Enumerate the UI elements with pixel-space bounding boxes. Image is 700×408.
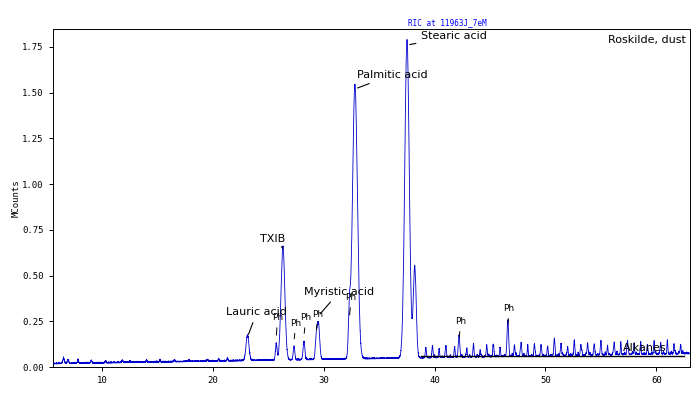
Text: Ph: Ph [455, 317, 466, 337]
Text: Ph: Ph [346, 293, 356, 315]
Text: Ph: Ph [290, 319, 301, 339]
Text: Palmitic acid: Palmitic acid [357, 70, 428, 88]
Text: Alkanes: Alkanes [623, 344, 666, 353]
Text: Myristic acid: Myristic acid [304, 287, 374, 314]
Text: TXIB: TXIB [260, 234, 285, 248]
Text: Stearic acid: Stearic acid [410, 31, 487, 44]
Y-axis label: MCounts: MCounts [12, 179, 20, 217]
Text: Ph: Ph [300, 313, 312, 333]
Text: Ph: Ph [503, 304, 514, 324]
Text: Roskilde, dust: Roskilde, dust [608, 35, 686, 45]
Text: Ph: Ph [272, 313, 283, 335]
Text: Lauric acid: Lauric acid [226, 307, 287, 335]
Text: RIC at 11963J_7eM: RIC at 11963J_7eM [408, 18, 486, 27]
Text: Ph: Ph [312, 310, 323, 330]
